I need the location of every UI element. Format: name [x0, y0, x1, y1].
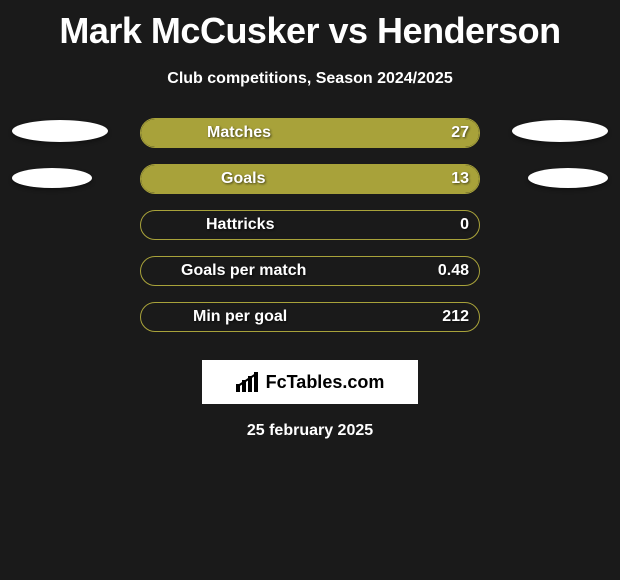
value-ellipse-left — [12, 120, 108, 142]
chart-row: Min per goal 212 — [0, 302, 620, 348]
bar-label: Matches — [207, 124, 271, 142]
bar-value: 0 — [460, 216, 469, 234]
chart-row: Matches 27 — [0, 118, 620, 164]
bar-track: Matches 27 — [140, 118, 480, 148]
value-ellipse-left — [12, 168, 92, 188]
subtitle: Club competitions, Season 2024/2025 — [0, 70, 620, 88]
bar-label: Hattricks — [206, 216, 274, 234]
comparison-chart: Matches 27 Goals 13 Hattricks 0 Goals per matc… — [0, 118, 620, 348]
branding-box: FcTables.com — [202, 360, 418, 404]
bar-label: Goals per match — [181, 262, 306, 280]
bar-label: Goals — [221, 170, 265, 188]
bar-value: 27 — [451, 124, 469, 142]
bar-track: Hattricks 0 — [140, 210, 480, 240]
bar-value: 0.48 — [438, 262, 469, 280]
bar-track: Min per goal 212 — [140, 302, 480, 332]
chart-row: Goals per match 0.48 — [0, 256, 620, 302]
value-ellipse-right — [512, 120, 608, 142]
bar-value: 212 — [442, 308, 469, 326]
chart-row: Hattricks 0 — [0, 210, 620, 256]
chart-row: Goals 13 — [0, 164, 620, 210]
bar-track: Goals 13 — [140, 164, 480, 194]
bar-track: Goals per match 0.48 — [140, 256, 480, 286]
bar-fill — [141, 119, 479, 147]
bar-label: Min per goal — [193, 308, 287, 326]
bar-value: 13 — [451, 170, 469, 188]
value-ellipse-right — [528, 168, 608, 188]
page-title: Mark McCusker vs Henderson — [0, 0, 620, 52]
date-text: 25 february 2025 — [0, 422, 620, 440]
branding-text: FcTables.com — [266, 372, 385, 393]
bar-fill — [141, 165, 479, 193]
chart-icon — [236, 372, 260, 392]
